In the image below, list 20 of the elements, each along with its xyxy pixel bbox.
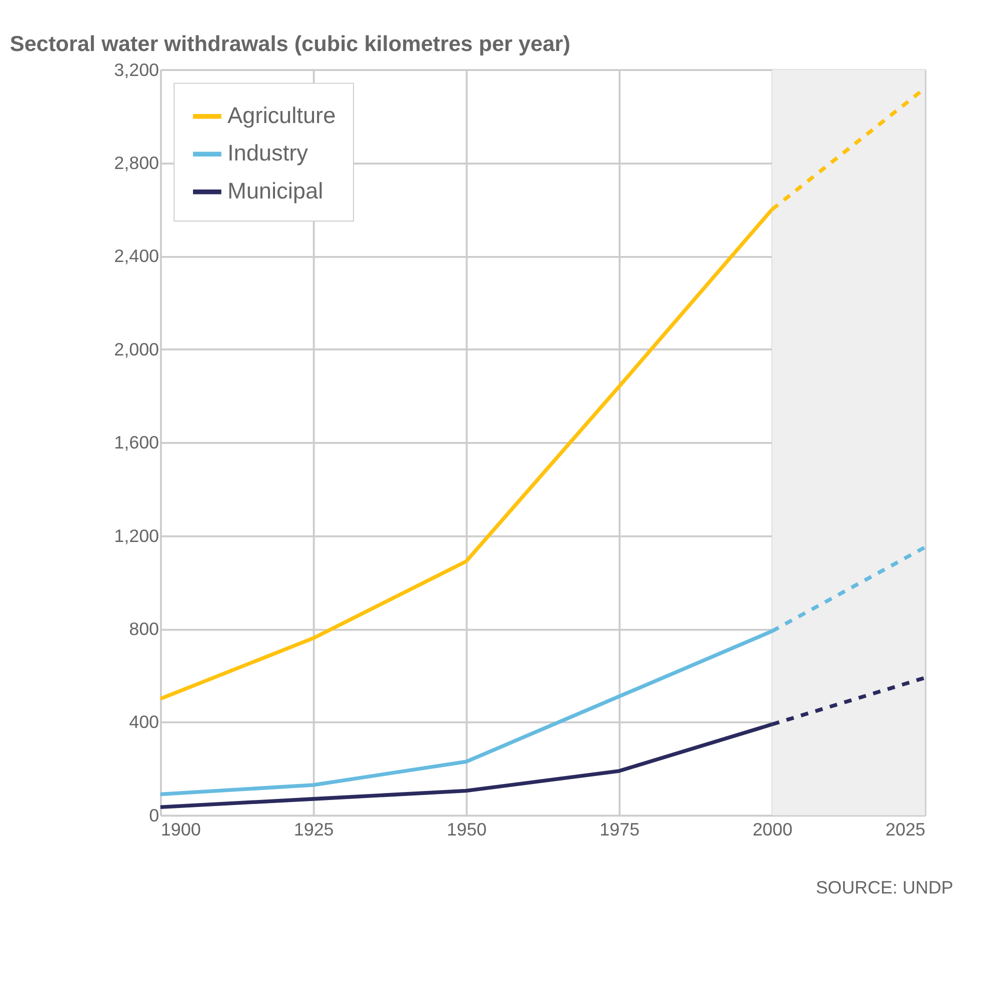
x-tick-label: 1925: [294, 820, 334, 840]
source-note: SOURCE: UNDP: [816, 878, 954, 898]
x-tick-label: 1950: [446, 820, 487, 840]
y-tick-label: 800: [129, 618, 160, 639]
y-tick-label: 2,400: [114, 246, 160, 266]
y-tick-label: 0: [149, 805, 160, 826]
y-tick-label: 2,800: [114, 152, 160, 173]
x-tick-label: 2025: [886, 820, 926, 840]
legend-label: Municipal: [227, 177, 324, 204]
x-tick-label: 2000: [752, 820, 792, 840]
chart-title: Sectoral water withdrawals (cubic kilometres per year): [10, 30, 570, 56]
y-tick-label: 2,000: [114, 339, 160, 360]
x-tick-label: 1975: [600, 820, 640, 840]
legend-label: Agriculture: [227, 102, 336, 128]
y-tick-label: 1,600: [114, 432, 160, 453]
y-tick-label: 1,200: [114, 526, 160, 546]
legend-label: Industry: [227, 140, 309, 166]
y-tick-label: 400: [129, 712, 160, 732]
y-tick-label: 3,200: [114, 60, 160, 80]
x-tick-label: 1900: [160, 820, 201, 840]
